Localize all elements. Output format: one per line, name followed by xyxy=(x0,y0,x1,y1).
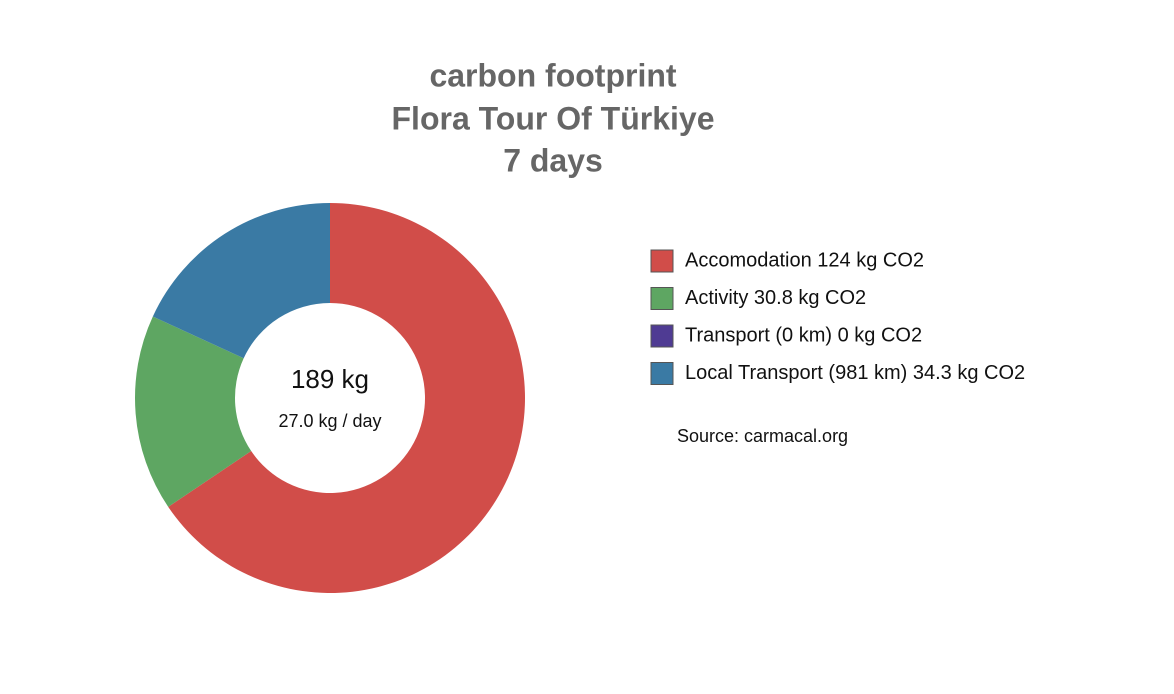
center-label: 189 kg xyxy=(291,364,369,394)
donut-slice xyxy=(168,203,525,594)
legend-swatch xyxy=(650,249,674,273)
legend-label: Activity 30.8 kg CO2 xyxy=(685,287,866,309)
legend-swatch xyxy=(650,362,674,385)
legend-label: Accomodation 124 kg CO2 xyxy=(685,249,924,271)
chart-title: Flora Tour Of Türkiye xyxy=(392,100,715,136)
source: Source: carmacal.org xyxy=(677,426,848,446)
legend-swatch xyxy=(650,324,674,348)
legend-label: Transport (0 km) 0 kg CO2 xyxy=(685,324,922,346)
center-sublabel: 27.0 kg / day xyxy=(278,411,381,431)
donut-slice xyxy=(152,203,330,359)
legend-label: Local Transport (981 km) 34.3 kg CO2 xyxy=(685,362,1025,384)
chart-title: 7 days xyxy=(503,142,603,178)
chart-title: carbon footprint xyxy=(429,57,676,93)
legend-swatch xyxy=(650,287,674,310)
donut-slice xyxy=(134,316,252,507)
